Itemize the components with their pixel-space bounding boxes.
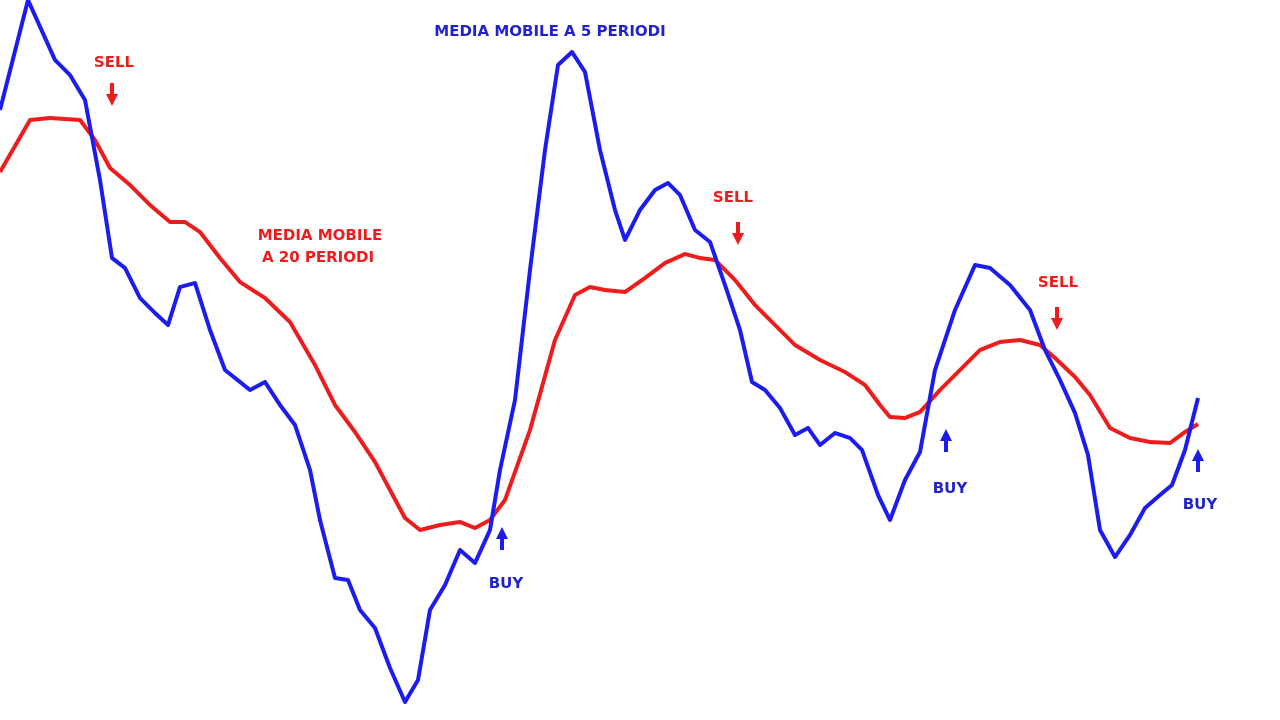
line bbox=[0, 116, 1200, 532]
annotation: SELL bbox=[1038, 273, 1079, 291]
annotation: BUY bbox=[933, 479, 969, 497]
annotation: BUY bbox=[489, 574, 525, 592]
annotation: SELL bbox=[94, 53, 135, 71]
annotation: BUY bbox=[1183, 495, 1219, 513]
annotation: SELL bbox=[713, 188, 754, 206]
annotation: A 20 PERIODI bbox=[262, 248, 374, 266]
line bbox=[0, 0, 1200, 704]
annotation: MEDIA MOBILE A 5 PERIODI bbox=[434, 22, 665, 40]
arrows bbox=[106, 83, 1204, 550]
annotation: MEDIA MOBILE bbox=[258, 226, 383, 244]
